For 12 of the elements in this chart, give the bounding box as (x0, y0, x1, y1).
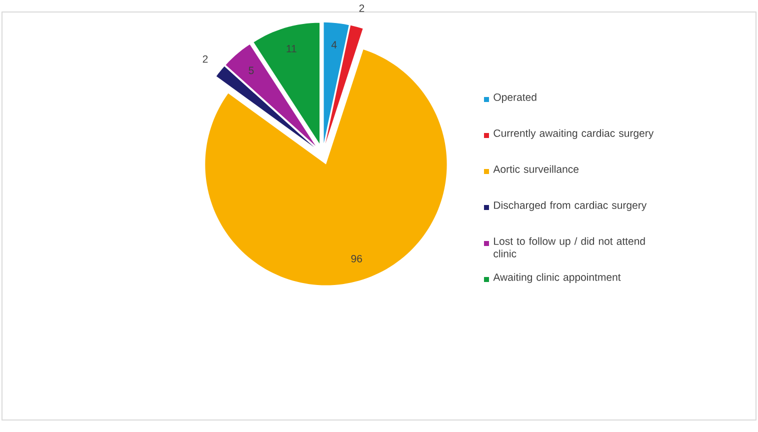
legend-label: Discharged from cardiac surgery (494, 201, 647, 211)
data-label: 2 (359, 4, 364, 12)
data-label: 96 (351, 254, 362, 262)
legend-label: Currently awaiting cardiac surgery (494, 129, 654, 139)
data-label: 4 (331, 41, 337, 48)
data-label: 11 (286, 45, 296, 52)
legend-label: Lost to follow up / did not attend clinic (494, 237, 645, 258)
legend-label: Awaiting clinic appointment (493, 273, 621, 283)
legend-label: Aortic surveillance (493, 165, 579, 173)
legend-label: Operated (494, 93, 536, 103)
data-label: 5 (248, 66, 254, 74)
data-label: 2 (202, 55, 208, 63)
